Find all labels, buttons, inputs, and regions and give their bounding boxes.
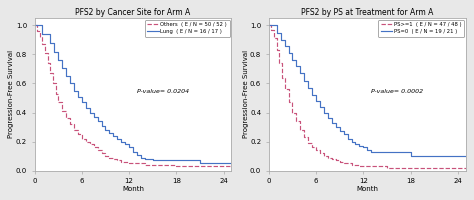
X-axis label: Month: Month	[122, 186, 144, 192]
Legend: PS>=1  ( E / N = 47 / 48 ), PS=0  ( E / N = 19 / 21 ): PS>=1 ( E / N = 47 / 48 ), PS=0 ( E / N …	[378, 20, 464, 37]
Text: P-value= 0.0204: P-value= 0.0204	[137, 89, 189, 94]
Y-axis label: Progression-Free Survival: Progression-Free Survival	[243, 50, 248, 138]
Text: P-value= 0.0002: P-value= 0.0002	[371, 89, 423, 94]
Title: PFS2 by PS at Treatment for Arm A: PFS2 by PS at Treatment for Arm A	[301, 8, 433, 17]
Y-axis label: Progression-Free Survival: Progression-Free Survival	[9, 50, 14, 138]
Title: PFS2 by Cancer Site for Arm A: PFS2 by Cancer Site for Arm A	[75, 8, 191, 17]
X-axis label: Month: Month	[356, 186, 378, 192]
Legend: Others  ( E / N = 50 / 52 ), Lung  ( E / N = 16 / 17 ): Others ( E / N = 50 / 52 ), Lung ( E / N…	[145, 20, 230, 37]
